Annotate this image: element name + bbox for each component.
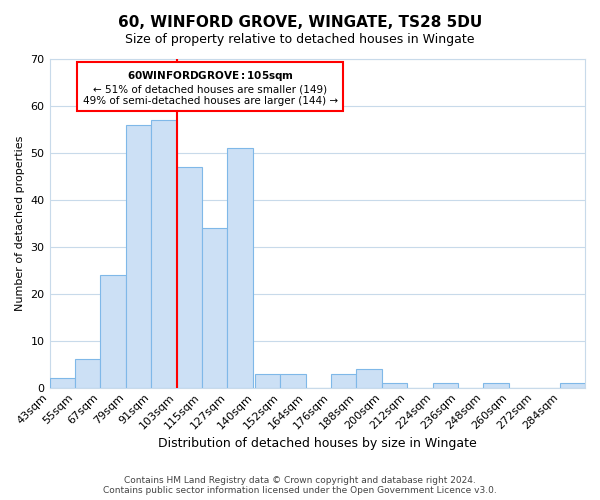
Bar (176, 167, 202, 388)
Bar (560, 383, 585, 388)
Bar (75, 360, 100, 388)
Y-axis label: Number of detached properties: Number of detached properties (15, 136, 25, 311)
Bar (280, 374, 305, 388)
Bar (433, 383, 458, 388)
Bar (126, 124, 151, 388)
Text: Size of property relative to detached houses in Wingate: Size of property relative to detached ho… (125, 32, 475, 46)
Bar (227, 148, 253, 388)
Bar (151, 120, 176, 388)
Bar (100, 275, 126, 388)
Bar (50, 378, 75, 388)
Text: Contains HM Land Registry data © Crown copyright and database right 2024.
Contai: Contains HM Land Registry data © Crown c… (103, 476, 497, 495)
Bar (356, 369, 382, 388)
Bar (331, 374, 356, 388)
Bar (202, 228, 227, 388)
Bar (382, 383, 407, 388)
X-axis label: Distribution of detached houses by size in Wingate: Distribution of detached houses by size … (158, 437, 476, 450)
Bar (484, 383, 509, 388)
Text: 60, WINFORD GROVE, WINGATE, TS28 5DU: 60, WINFORD GROVE, WINGATE, TS28 5DU (118, 15, 482, 30)
Bar (255, 374, 280, 388)
Text: $\bf{60 WINFORD GROVE: 105sqm}$
← 51% of detached houses are smaller (149)
49% o: $\bf{60 WINFORD GROVE: 105sqm}$ ← 51% of… (83, 69, 338, 106)
